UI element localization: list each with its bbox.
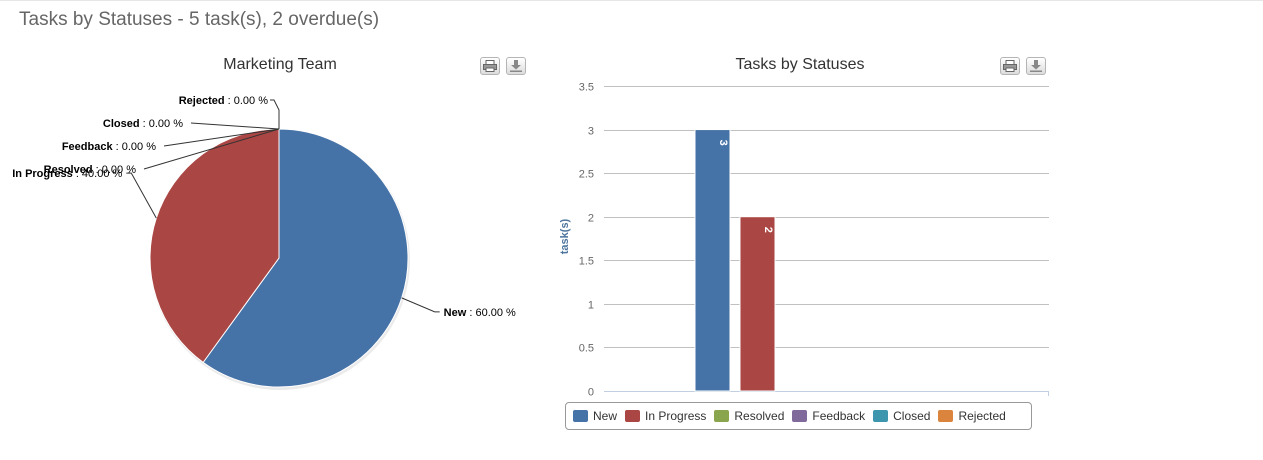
pie-chart: New : 60.00 % In Progress : 40.00 % Reject…	[12, 95, 516, 390]
legend-label: In Progress	[645, 409, 707, 423]
y-tick-label: 3.5	[579, 82, 594, 94]
bar-print-button[interactable]	[1000, 57, 1020, 75]
pie-label-rejected: Rejected : 0.00 %	[179, 95, 268, 107]
bar-chart-legend: New In Progress Resolved Feedback Closed Reje…	[565, 402, 1032, 430]
legend-label: Closed	[893, 409, 931, 423]
pie-label-feedback: Feedback : 0.00 %	[62, 141, 156, 153]
pie-chart-title: Marketing Team	[223, 56, 337, 73]
printer-icon	[483, 60, 497, 72]
legend-swatch	[792, 410, 808, 422]
printer-icon	[1003, 60, 1017, 72]
y-tick-label: 1	[588, 300, 594, 312]
pie-label-closed: Closed : 0.00 %	[103, 118, 183, 130]
legend-item-rejected[interactable]: Rejected	[938, 409, 1006, 423]
legend-swatch	[873, 410, 889, 422]
pie-print-button[interactable]	[480, 57, 500, 75]
bar-data-label: 3	[717, 140, 729, 146]
legend-swatch	[625, 410, 641, 422]
legend-label: Resolved	[734, 409, 785, 423]
pie-label-in-progress: In Progress : 40.00 %	[12, 168, 122, 180]
page-title: Tasks by Statuses - 5 task(s), 2 overdue…	[19, 9, 380, 30]
legend-item-feedback[interactable]: Feedback	[792, 409, 865, 423]
legend-swatch	[573, 410, 588, 422]
y-tick-label: 2.5	[579, 169, 594, 181]
legend-label: Feedback	[812, 409, 866, 423]
bar-download-button[interactable]	[1026, 57, 1046, 75]
legend-swatch	[714, 410, 730, 422]
bar-new[interactable]	[694, 129, 731, 392]
legend-item-in-progress[interactable]: In Progress	[625, 409, 706, 423]
y-tick-label: 2	[588, 213, 594, 225]
download-icon	[1030, 60, 1042, 72]
legend-item-new[interactable]: New	[573, 409, 617, 423]
pie-label-resolved: Resolved : 0.00 %	[44, 164, 137, 176]
top-divider	[0, 0, 1263, 1]
legend-item-resolved[interactable]: Resolved	[714, 409, 784, 423]
y-axis-label: task(s)	[559, 218, 571, 254]
pie-download-button[interactable]	[506, 57, 526, 75]
pie-label-new: New : 60.00 %	[444, 307, 516, 319]
bar-chart-title: Tasks by Statuses	[735, 56, 865, 73]
y-tick-label: 1.5	[579, 256, 594, 268]
y-tick-label: 3	[588, 126, 594, 138]
legend-label: New	[593, 409, 618, 423]
bar-data-label: 2	[762, 227, 774, 233]
y-tick-label: 0	[588, 387, 594, 399]
download-icon	[510, 60, 522, 72]
y-tick-label: 0.5	[579, 343, 594, 355]
pie-slice-in-progress[interactable]	[149, 128, 280, 364]
bar-in-progress[interactable]	[739, 216, 776, 392]
legend-label: Rejected	[958, 409, 1006, 423]
legend-swatch	[938, 410, 954, 422]
legend-item-closed[interactable]: Closed	[873, 409, 930, 423]
